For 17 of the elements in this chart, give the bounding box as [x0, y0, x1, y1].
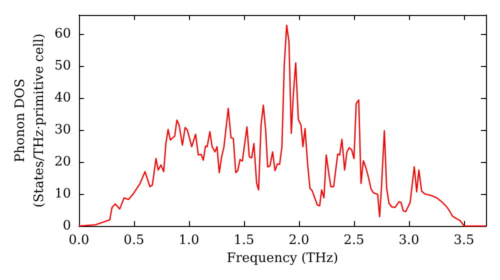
y-axis-title: Phonon DOS (States/THz·primitive cell): [13, 33, 47, 208]
y-tick-label: 30: [54, 122, 71, 138]
y-tick-label: 60: [54, 26, 71, 42]
y-tick-label: 50: [54, 58, 71, 74]
y-tick-label: 10: [54, 186, 71, 202]
x-tick-label: 1.5: [234, 233, 254, 248]
y-tick-label: 40: [54, 90, 71, 106]
x-tick-label: 2.0: [288, 233, 310, 248]
x-tick-label: 2.5: [344, 233, 364, 248]
y-tick-label: 0: [62, 218, 71, 234]
x-tick-label: 1.0: [178, 233, 200, 248]
x-tick-label: 3.0: [398, 233, 420, 248]
x-axis-title: Frequency (THz): [226, 250, 338, 266]
x-tick-label: 0.0: [68, 233, 90, 248]
x-tick-label: 3.5: [454, 233, 474, 248]
y-tick-label: 20: [54, 154, 71, 170]
x-tick-label: 0.5: [124, 233, 144, 248]
